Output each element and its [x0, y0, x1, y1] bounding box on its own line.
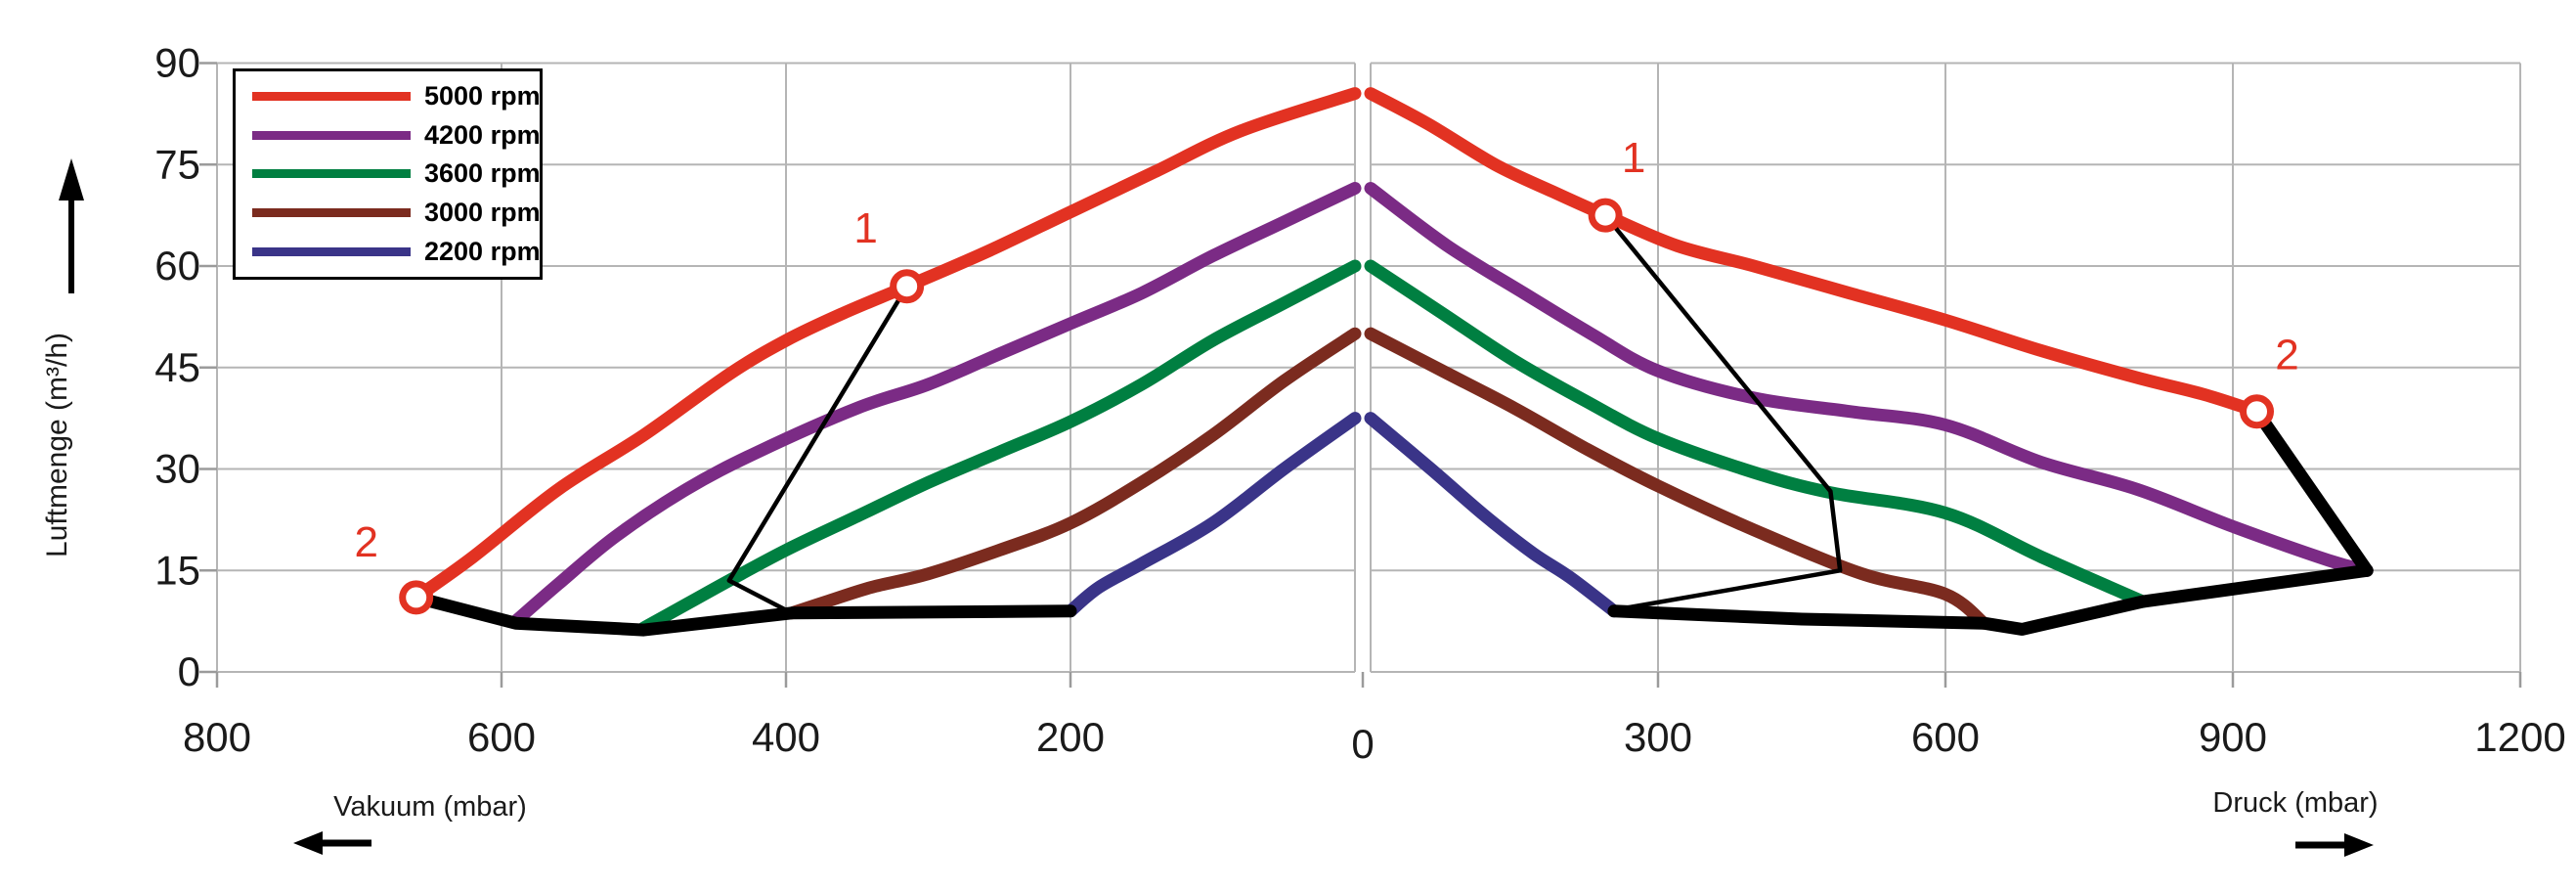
legend-label-2200-rpm: 2200 rpm [424, 236, 541, 266]
x-tick-label-druck: 900 [2199, 714, 2267, 760]
curve-druck-2200-rpm [1364, 412, 1621, 618]
operating-point-label-1-vakuum: 1 [853, 204, 877, 252]
legend-label-3600-rpm: 3600 rpm [424, 158, 541, 189]
y-tick-label: 45 [154, 344, 200, 390]
legend-item-3000-rpm: 3000 rpm [236, 196, 541, 231]
y-axis-title: Luftmenge (m³/h) [41, 333, 73, 557]
legend-swatch-4200-rpm [252, 130, 411, 140]
envelope-vakuum [410, 591, 1077, 637]
curve-druck-5000-rpm [1364, 87, 2263, 419]
y-tick-label: 60 [154, 243, 200, 289]
x-tick-label-druck: 1200 [2474, 714, 2565, 760]
curve-vakuum-3000-rpm [785, 327, 1362, 620]
x-tick-label-vakuum: 600 [467, 714, 536, 760]
curve-druck-3600-rpm [1364, 259, 2150, 608]
legend-item-4200-rpm: 4200 rpm [236, 117, 541, 153]
connector-line-left [726, 285, 909, 615]
envelope-druck [1607, 563, 2374, 636]
connector-line-right [1603, 213, 1843, 612]
legend-swatch-3600-rpm [252, 169, 411, 179]
x-axis-title-druck: Druck (mbar) [2212, 787, 2378, 819]
y-tick-label: 15 [154, 547, 200, 593]
operating-point-label-2-druck: 2 [2275, 332, 2298, 379]
envelope-druck-upper-segment [2250, 405, 2374, 577]
operating-point-1-druck [1588, 198, 1623, 233]
legend-swatch-5000-rpm [252, 92, 411, 102]
x-tick-label-vakuum: 200 [1036, 714, 1105, 760]
curve-druck-4200-rpm [1364, 182, 2374, 577]
curve-vakuum-3600-rpm [637, 259, 1362, 635]
curve-vakuum-2200-rpm [1064, 412, 1362, 618]
x-axis-title-vakuum: Vakuum (mbar) [333, 791, 527, 823]
vakuum-arrow-head [293, 831, 323, 855]
curve-vakuum-5000-rpm [410, 87, 1362, 604]
legend-label-5000-rpm: 5000 rpm [424, 81, 541, 111]
legend-swatch-3000-rpm [252, 208, 411, 218]
x-tick-label-vakuum: 400 [752, 714, 820, 760]
curve-vakuum-4200-rpm [509, 182, 1362, 628]
y-tick-label: 90 [154, 40, 200, 86]
legend-swatch-2200-rpm [252, 246, 411, 256]
operating-point-2-vakuum [399, 580, 434, 615]
operating-point-label-2-vakuum: 2 [354, 518, 377, 566]
operating-point-label-1-druck: 1 [1622, 134, 1645, 182]
x-tick-label-zero: 0 [1351, 721, 1374, 767]
operating-point-1-vakuum [890, 269, 925, 304]
legend-item-3600-rpm: 3600 rpm [236, 156, 541, 192]
y-tick-label: 30 [154, 446, 200, 492]
x-tick-label-druck: 300 [1624, 714, 1692, 760]
operating-point-2-druck [2240, 394, 2274, 429]
x-tick-label-druck: 600 [1911, 714, 1980, 760]
legend-item-5000-rpm: 5000 rpm [236, 79, 541, 114]
y-axis-arrow-head [59, 158, 84, 200]
chart-legend: 5000 rpm 4200 rpm 3600 rpm 3000 rpm 2200 rpm [233, 68, 543, 280]
curve-druck-3000-rpm [1364, 327, 1990, 630]
legend-label-4200-rpm: 4200 rpm [424, 119, 541, 150]
x-tick-label-vakuum: 800 [183, 714, 251, 760]
legend-label-3000-rpm: 3000 rpm [424, 198, 541, 228]
legend-item-2200-rpm: 2200 rpm [236, 234, 541, 269]
y-tick-label: 75 [154, 141, 200, 187]
druck-arrow-head [2344, 833, 2374, 857]
y-tick-label: 0 [178, 648, 200, 694]
